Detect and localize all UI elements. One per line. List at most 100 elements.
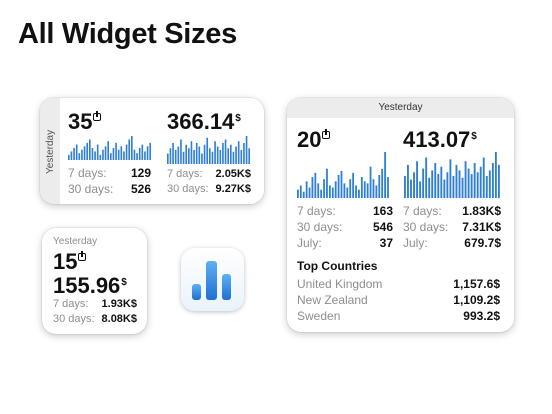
chart-bar (425, 157, 428, 198)
chart-bar (107, 141, 110, 160)
chart-bar (203, 144, 206, 164)
downloads-count: 35 (68, 109, 102, 135)
chart-bar (141, 144, 144, 160)
chart-bar (128, 139, 131, 160)
stat-row: 30 days: 8.08K$ (53, 313, 137, 325)
chart-bar (464, 161, 467, 198)
chart-bar (146, 146, 149, 160)
chart-bar (73, 148, 75, 160)
chart-bar (125, 144, 128, 160)
chart-bar (222, 143, 224, 164)
chart-bar (422, 168, 425, 198)
chart-bar (104, 146, 107, 160)
chart-bar (458, 170, 461, 198)
widget-header: Yesterday (287, 98, 514, 118)
downloads-bar-chart (68, 136, 152, 160)
chart-bar (375, 185, 378, 198)
chart-bar (115, 142, 117, 160)
chart-bar (488, 170, 491, 198)
top-countries-title: Top Countries (297, 259, 378, 273)
chart-bar (237, 141, 240, 164)
chart-bar (86, 142, 89, 160)
chart-bar (245, 136, 248, 164)
chart-bar (311, 177, 314, 198)
chart-bar (174, 150, 177, 164)
chart-bar (479, 166, 482, 198)
chart-bar (190, 141, 193, 164)
chart-bar (372, 179, 375, 198)
stat-row: 7 days: 1.83K$ (403, 204, 501, 218)
chart-bar (416, 161, 419, 198)
chart-bar (355, 185, 357, 198)
country-row: United Kingdom 1,157.6$ (297, 277, 500, 291)
chart-bar (467, 168, 470, 198)
chart-bar (136, 153, 138, 160)
page-title: All Widget Sizes (18, 18, 237, 50)
chart-bar (494, 152, 497, 198)
chart-bar (381, 168, 384, 198)
chart-bar (299, 185, 302, 198)
chart-bar (94, 151, 96, 160)
chart-bar (68, 154, 70, 160)
revenue-amount: 413.07$ (403, 127, 477, 152)
chart-bar (230, 144, 232, 164)
chart-bar (193, 150, 195, 164)
chart-bar (99, 154, 102, 160)
chart-bar (419, 181, 422, 198)
chart-bar (169, 148, 172, 164)
chart-bar (172, 143, 174, 164)
chart-bars-icon (181, 248, 244, 311)
downloads-count: 15 (53, 249, 87, 275)
chart-bar (434, 163, 437, 198)
chart-bar (75, 144, 78, 160)
chart-bar (452, 175, 455, 198)
chart-bar (358, 189, 360, 198)
chart-bar (437, 174, 440, 198)
chart-bar (214, 141, 216, 164)
chart-bar (102, 149, 104, 160)
chart-bar (378, 175, 381, 198)
large-widget[interactable]: Yesterday 20 413.07$ 7 days: 163 30 days:… (287, 98, 514, 332)
chart-bar (455, 164, 458, 198)
chart-bar (482, 157, 485, 198)
chart-bar (188, 148, 190, 164)
chart-bar (320, 189, 323, 198)
chart-bar (83, 146, 86, 160)
side-strip (40, 98, 60, 204)
revenue-bar-chart (167, 136, 251, 164)
chart-bar (182, 151, 185, 164)
chart-bar (131, 136, 133, 160)
download-icon (78, 250, 87, 261)
chart-bar (323, 179, 325, 198)
chart-bar (70, 151, 73, 160)
stat-row: 7 days: 1.93K$ (53, 298, 137, 310)
revenue-amount: 366.14$ (167, 109, 241, 134)
stat-row: 30 days: 546 (297, 220, 393, 234)
revenue-bar-chart (404, 152, 500, 198)
chart-bar (180, 139, 182, 164)
chart-bar (366, 183, 369, 198)
chart-bar (302, 191, 305, 198)
chart-bar (297, 189, 299, 198)
chart-bar (349, 179, 352, 198)
chart-bar (369, 166, 372, 198)
chart-bar (91, 148, 94, 160)
chart-bar (317, 183, 320, 198)
country-row: New Zealand 1,109.2$ (297, 293, 500, 307)
stat-row: 7 days: 163 (297, 204, 393, 218)
chart-bar (123, 151, 125, 160)
chart-bar (443, 179, 446, 198)
chart-bar (167, 153, 169, 164)
stat-row: 7 days: 2.05K$ (167, 168, 251, 180)
medium-widget[interactable]: Yesterday 35 366.14$ 7 days: 129 30 days:… (40, 98, 264, 204)
chart-bar (431, 170, 434, 198)
revenue-amount: 155.96$ (53, 273, 127, 298)
chart-bar (211, 151, 214, 164)
chart-bar (384, 152, 386, 198)
chart-bar (138, 148, 141, 160)
small-widget[interactable]: Yesterday 15 155.96$ 7 days: 1.93K$ 30 da… (42, 228, 147, 334)
chart-bar (331, 187, 334, 198)
chart-bar (340, 170, 343, 198)
analytics-app-icon[interactable] (181, 248, 244, 311)
chart-bar (209, 148, 211, 164)
